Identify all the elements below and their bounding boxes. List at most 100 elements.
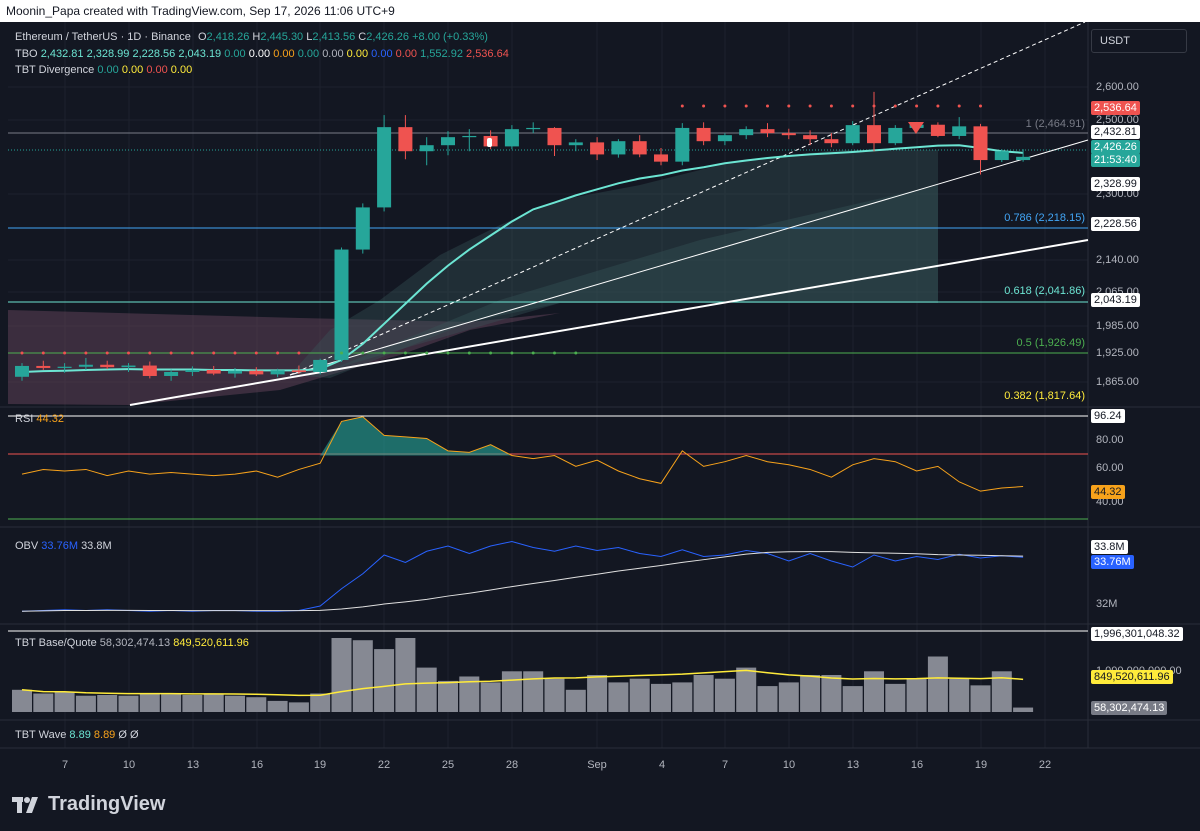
signal-dot (851, 104, 855, 108)
date-tick: 7 (721, 759, 729, 771)
tbo-value: 2,432.81 (40, 48, 84, 60)
candle-body (867, 125, 881, 144)
candle-body (739, 129, 754, 136)
candle-body (462, 135, 477, 138)
tbt-wave-legend[interactable]: TBT Wave 8.89 8.89 Ø Ø (15, 729, 139, 741)
obv-ma-line (21, 551, 1024, 612)
candle-body (845, 125, 860, 144)
candle-body (1016, 156, 1031, 161)
signal-dots-group (20, 104, 982, 355)
candle-body (313, 359, 328, 372)
volume-bar (352, 640, 373, 712)
date-tick: 19 (974, 759, 988, 771)
candle-body (930, 124, 945, 136)
volume-bar (970, 685, 991, 712)
volume-bar (757, 686, 778, 712)
signal-dot (723, 104, 727, 108)
teal-cloud-inner (330, 185, 938, 370)
buy-marker-icon (487, 138, 492, 147)
signal-dot (808, 104, 812, 108)
obv-ma-label: 33.8M (1091, 540, 1128, 554)
tbt-div-value: 0.00 (97, 64, 119, 76)
price-label-current: 2,426.26 (1091, 140, 1140, 154)
bq-value: 58,302,474.13 (99, 637, 171, 649)
open-value: 2,418.26 (206, 31, 250, 43)
tbo-value: 0.00 (346, 48, 369, 60)
candle-body (121, 365, 136, 368)
candle-body (377, 127, 392, 208)
volume-bar (587, 675, 608, 712)
volume-bar (54, 692, 75, 712)
rsi-label: RSI (15, 413, 34, 425)
candle-body (419, 145, 434, 152)
volume-bar (310, 693, 331, 712)
signal-dot (361, 351, 365, 355)
volume-bar (75, 695, 96, 712)
candle-body (888, 127, 903, 144)
brand-name: TradingView (48, 793, 166, 815)
volume-bar (927, 656, 948, 712)
signal-dot (829, 104, 833, 108)
tbt-wave-value: 8.89 (93, 729, 116, 741)
date-tick: 10 (122, 759, 136, 771)
signal-dot (41, 351, 45, 355)
candle-body (675, 127, 690, 162)
fib-label: 0.5 (1,926.49) (1016, 337, 1086, 349)
candle-body (15, 365, 29, 377)
legend-tbt-divergence-row[interactable]: TBT Divergence 0.00 0.00 0.00 0.00 (15, 64, 192, 76)
candle-body (355, 207, 370, 250)
tbt-wave-value: Ø (118, 729, 127, 741)
legend-symbol-row[interactable]: Ethereum / TetherUS · 1D · Binance O2,41… (15, 31, 488, 43)
signal-dot (20, 351, 24, 355)
legend-tbo-row[interactable]: TBO 2,432.81 2,328.99 2,228.56 2,043.19 … (15, 48, 509, 60)
signal-dot (893, 104, 897, 108)
candle-body (164, 371, 179, 376)
volume-bar (416, 667, 437, 712)
rsi-upper-label: 96.24 (1091, 409, 1125, 423)
volume-bar (565, 689, 586, 712)
date-tick: 25 (441, 759, 455, 771)
close-value: 2,426.26 (366, 31, 410, 43)
close-label: C (358, 31, 367, 43)
volume-bar (139, 693, 160, 712)
candle-body (334, 249, 349, 360)
price-label-sell: 2,536.64 (1091, 101, 1140, 115)
bq-ma-label: 849,520,611.96 (1091, 670, 1173, 684)
volume-bar (672, 682, 693, 712)
ema-line-group (21, 144, 1024, 373)
fib-label: 1 (2,464.91) (1025, 118, 1085, 130)
price-tick: 1,985.00 (1096, 320, 1139, 332)
candle-body (78, 364, 93, 367)
volume-bar (523, 671, 544, 712)
tbt-divergence-label: TBT Divergence (15, 64, 95, 76)
signal-dot (510, 351, 514, 355)
tbo-value: 0.00 (224, 48, 246, 60)
obv-tick: 32M (1096, 598, 1118, 610)
candle-body (654, 154, 668, 162)
rsi-legend[interactable]: RSI 44.32 (15, 413, 64, 425)
candle-body (568, 142, 583, 146)
date-tick: 4 (658, 759, 666, 771)
signal-dot (403, 351, 407, 355)
date-tick: 13 (186, 759, 200, 771)
attribution-text: Moonin_Papa created with TradingView.com… (6, 4, 395, 18)
tbo-value: 2,536.64 (466, 48, 509, 60)
signal-dot (467, 351, 471, 355)
teal-cloud (290, 150, 938, 378)
volume-bar (885, 683, 906, 712)
bq-legend[interactable]: TBT Base/Quote 58,302,474.13 849,520,611… (15, 637, 249, 649)
volume-bar (33, 693, 54, 712)
currency-button[interactable]: USDT (1091, 29, 1187, 53)
date-tick: 16 (910, 759, 924, 771)
change-value: +8.00 (+0.33%) (412, 31, 488, 43)
volume-bar (331, 638, 352, 712)
candle-body (398, 127, 413, 152)
candle-body (142, 365, 157, 376)
tbt-div-value: 0.00 (170, 64, 193, 76)
obv-legend[interactable]: OBV 33.76M 33.8M (15, 540, 112, 552)
candle-body (696, 127, 711, 142)
tradingview-logo[interactable]: TradingView (12, 793, 165, 816)
volume-bar (864, 671, 884, 712)
date-tick: 28 (505, 759, 519, 771)
